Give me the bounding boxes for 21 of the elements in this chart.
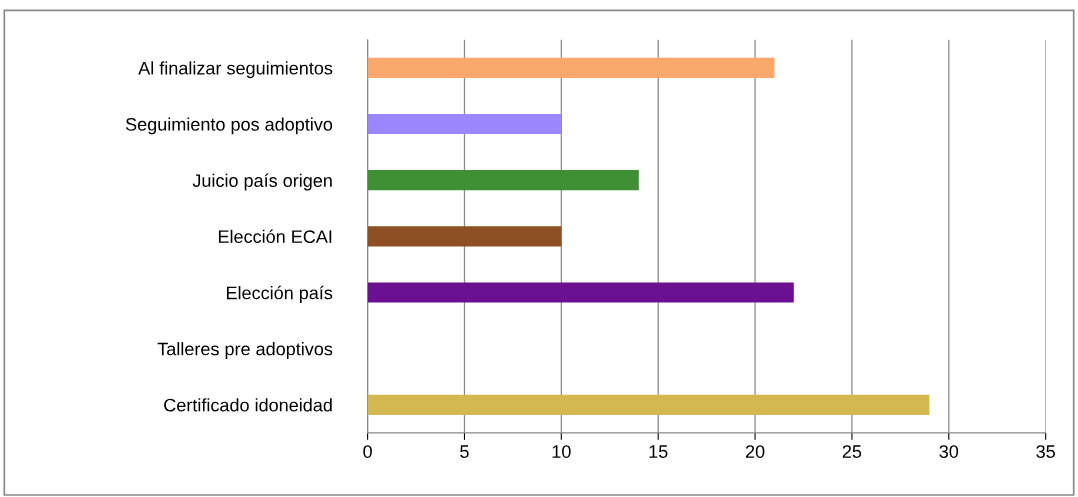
- bar: [367, 282, 794, 303]
- x-tick-label: 5: [460, 445, 469, 458]
- y-tick-label: Juicio país origen: [192, 173, 332, 191]
- x-tick-label: 35: [1036, 445, 1055, 458]
- x-tick-label: 0: [363, 445, 372, 458]
- x-tick-label: 25: [842, 445, 862, 458]
- y-tick-label: Certificado idoneidad: [164, 398, 332, 412]
- x-tick-label: 10: [552, 445, 571, 458]
- bar: [367, 226, 562, 247]
- y-tick-label: Talleres pre adoptivos: [157, 342, 333, 359]
- y-tick-label: Seguimiento pos adoptivo: [125, 117, 333, 135]
- y-tick-label: Al finalizar seguimientos: [138, 61, 333, 79]
- bar: [367, 170, 639, 191]
- bar: [367, 394, 930, 415]
- x-tick-label: 30: [939, 445, 959, 458]
- bar: [367, 113, 562, 135]
- bar: [367, 57, 775, 78]
- x-tick-label: 20: [745, 445, 765, 458]
- x-tick-label: 15: [649, 445, 668, 458]
- y-tick-label: Elección país: [226, 285, 333, 303]
- y-tick-label: Elección ECAI: [218, 229, 332, 244]
